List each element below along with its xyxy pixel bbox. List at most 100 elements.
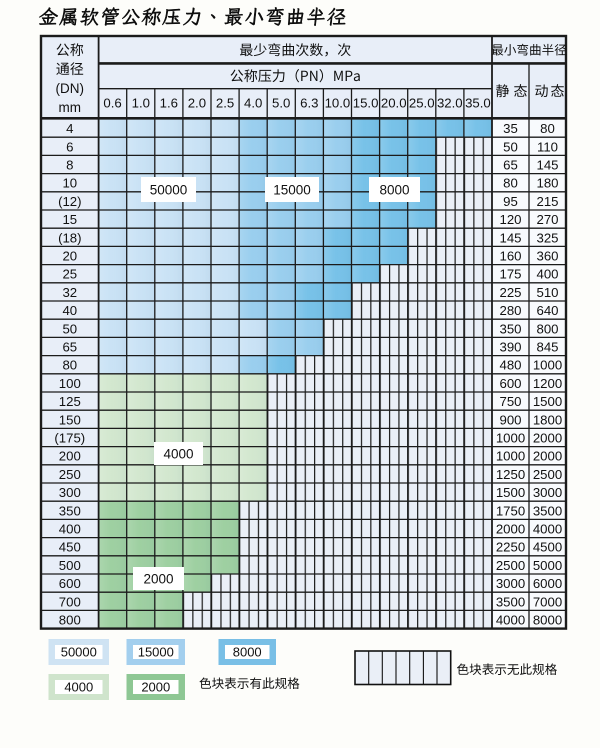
svg-text:450: 450: [59, 540, 81, 555]
svg-text:8000: 8000: [379, 182, 409, 197]
svg-text:(DN): (DN): [56, 81, 85, 96]
svg-text:100: 100: [59, 376, 81, 391]
svg-text:50000: 50000: [150, 182, 188, 197]
svg-text:6.3: 6.3: [300, 96, 318, 111]
svg-text:1800: 1800: [533, 412, 562, 427]
svg-text:3500: 3500: [533, 503, 562, 518]
svg-text:4500: 4500: [533, 540, 562, 555]
svg-text:270: 270: [536, 212, 558, 227]
svg-text:1000: 1000: [496, 431, 525, 446]
svg-text:350: 350: [59, 503, 81, 518]
svg-text:400: 400: [536, 267, 558, 282]
svg-text:700: 700: [59, 594, 81, 609]
svg-text:3000: 3000: [533, 485, 562, 500]
svg-text:80: 80: [503, 176, 518, 191]
svg-text:1750: 1750: [496, 503, 525, 518]
svg-text:1.6: 1.6: [160, 96, 178, 111]
svg-text:80: 80: [540, 121, 555, 136]
svg-text:50: 50: [503, 139, 518, 154]
svg-text:6000: 6000: [533, 576, 562, 591]
svg-text:40: 40: [62, 303, 77, 318]
svg-text:2500: 2500: [496, 558, 525, 573]
svg-text:8000: 8000: [233, 645, 262, 660]
svg-text:32: 32: [62, 285, 77, 300]
svg-text:1500: 1500: [496, 485, 525, 500]
svg-text:145: 145: [536, 158, 558, 173]
svg-text:15000: 15000: [138, 645, 174, 660]
svg-text:800: 800: [536, 321, 558, 336]
svg-text:500: 500: [59, 558, 81, 573]
svg-text:250: 250: [59, 467, 81, 482]
svg-text:1500: 1500: [533, 394, 562, 409]
svg-text:mm: mm: [59, 100, 82, 115]
svg-text:900: 900: [499, 412, 521, 427]
svg-text:2000: 2000: [141, 680, 170, 695]
svg-text:(18): (18): [58, 230, 81, 245]
svg-text:300: 300: [59, 485, 81, 500]
svg-text:35.0: 35.0: [465, 96, 491, 111]
svg-text:2000: 2000: [496, 522, 525, 537]
svg-text:1.0: 1.0: [132, 96, 150, 111]
svg-text:600: 600: [499, 376, 521, 391]
svg-text:145: 145: [499, 230, 521, 245]
svg-text:20: 20: [62, 249, 77, 264]
svg-text:4000: 4000: [163, 446, 193, 461]
svg-text:(175): (175): [54, 431, 85, 446]
svg-text:25: 25: [62, 267, 77, 282]
svg-text:4000: 4000: [496, 613, 525, 628]
svg-text:5.0: 5.0: [272, 96, 290, 111]
svg-text:510: 510: [536, 285, 558, 300]
svg-text:1250: 1250: [496, 467, 525, 482]
svg-text:350: 350: [499, 321, 521, 336]
svg-text:50: 50: [62, 321, 77, 336]
svg-text:480: 480: [499, 358, 521, 373]
svg-text:4000: 4000: [533, 522, 562, 537]
svg-text:640: 640: [536, 303, 558, 318]
svg-text:15000: 15000: [273, 182, 311, 197]
svg-text:2500: 2500: [533, 467, 562, 482]
svg-text:(12): (12): [58, 194, 81, 209]
svg-text:280: 280: [499, 303, 521, 318]
svg-text:360: 360: [536, 249, 558, 264]
svg-text:65: 65: [62, 340, 77, 355]
svg-text:80: 80: [62, 358, 77, 373]
svg-text:8000: 8000: [533, 613, 562, 628]
svg-text:7000: 7000: [533, 594, 562, 609]
svg-text:2000: 2000: [533, 449, 562, 464]
svg-text:175: 175: [499, 267, 521, 282]
svg-text:110: 110: [537, 139, 558, 154]
svg-text:15: 15: [62, 212, 77, 227]
svg-text:150: 150: [59, 412, 81, 427]
svg-text:32.0: 32.0: [437, 96, 463, 111]
svg-text:325: 325: [536, 230, 558, 245]
svg-text:845: 845: [536, 340, 558, 355]
svg-text:400: 400: [59, 522, 81, 537]
svg-text:65: 65: [503, 158, 518, 173]
svg-text:125: 125: [59, 394, 81, 409]
svg-text:180: 180: [536, 176, 558, 191]
svg-text:4000: 4000: [64, 680, 93, 695]
svg-text:2250: 2250: [496, 540, 525, 555]
svg-text:225: 225: [499, 285, 521, 300]
svg-text:2.5: 2.5: [216, 96, 234, 111]
svg-text:1000: 1000: [496, 449, 525, 464]
svg-text:1000: 1000: [533, 358, 562, 373]
svg-text:25.0: 25.0: [409, 96, 435, 111]
svg-text:215: 215: [536, 194, 558, 209]
svg-text:35: 35: [503, 121, 518, 136]
svg-text:10: 10: [62, 176, 77, 191]
svg-text:200: 200: [59, 449, 81, 464]
svg-text:6: 6: [66, 139, 73, 154]
svg-text:95: 95: [503, 194, 518, 209]
svg-text:390: 390: [499, 340, 521, 355]
svg-text:0.6: 0.6: [103, 96, 121, 111]
svg-text:8: 8: [66, 158, 73, 173]
svg-text:15.0: 15.0: [353, 96, 379, 111]
svg-text:4: 4: [66, 121, 73, 136]
svg-text:5000: 5000: [533, 558, 562, 573]
svg-text:2000: 2000: [143, 571, 173, 586]
svg-text:2000: 2000: [533, 431, 562, 446]
svg-text:750: 750: [499, 394, 521, 409]
svg-text:1200: 1200: [533, 376, 562, 391]
svg-text:600: 600: [59, 576, 81, 591]
